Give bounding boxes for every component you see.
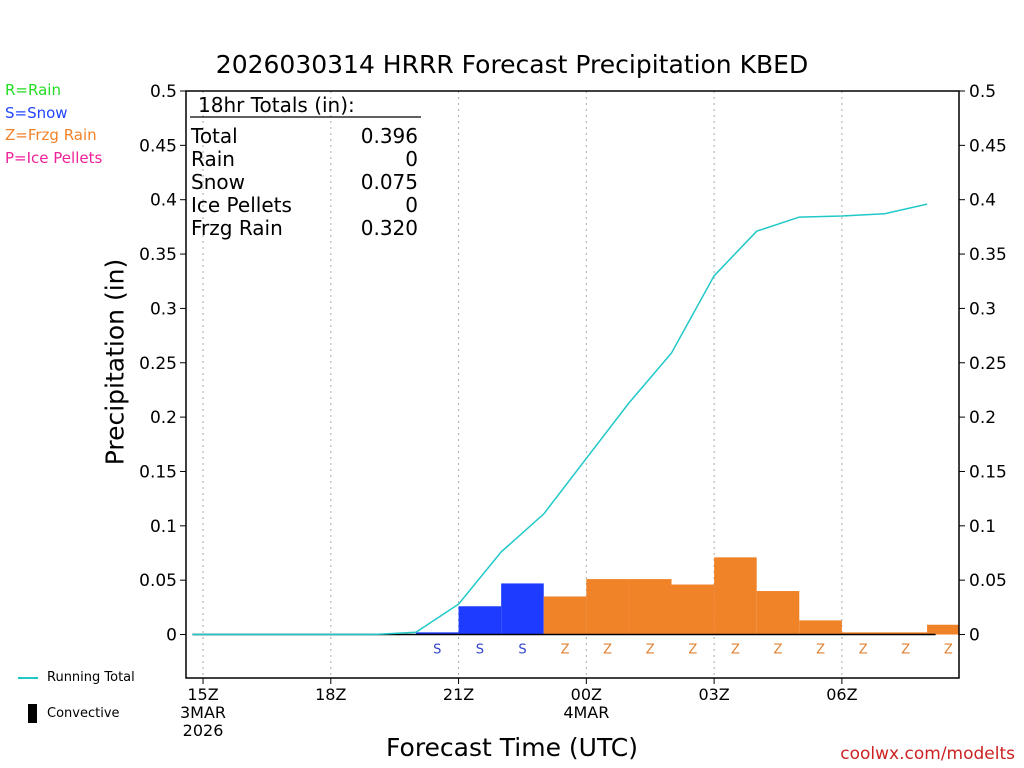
legend-freezing-rain: Z=Frzg Rain <box>5 126 97 144</box>
chart-title: 2026030314 HRRR Forecast Precipitation K… <box>215 50 809 79</box>
y-tick-label-right: 0.15 <box>969 462 1007 482</box>
precip-type-label: Z <box>816 643 825 658</box>
y-tick-label-right: 0 <box>969 626 980 646</box>
y-tick-label-right: 0.2 <box>969 408 996 428</box>
y-tick-label-right: 0.25 <box>969 354 1007 374</box>
y-tick-label-left: 0.5 <box>150 82 177 102</box>
y-tick-label-left: 0.4 <box>150 191 177 211</box>
y-tick-label-left: 0.25 <box>139 354 177 374</box>
totals-row-value: 0.320 <box>361 216 418 240</box>
y-tick-label-right: 0.1 <box>969 517 996 537</box>
precip-bar <box>415 632 459 635</box>
legend-snow: S=Snow <box>5 104 68 122</box>
y-tick-label-left: 0.3 <box>150 299 177 319</box>
precip-bar <box>543 596 587 635</box>
precip-bar <box>501 583 544 635</box>
precip-bar <box>799 620 842 635</box>
legend-rain: R=Rain <box>5 81 61 99</box>
x-tick-label: 21Z <box>443 685 474 704</box>
y-tick-label-right: 0.45 <box>969 136 1007 156</box>
convective-key-swatch <box>28 704 37 723</box>
x-tick-label: 3MAR <box>180 703 226 722</box>
legend-ice-pellets: P=Ice Pellets <box>5 149 103 167</box>
precip-bar <box>927 624 959 635</box>
precip-bar <box>714 557 757 635</box>
y-tick-label-right: 0.4 <box>969 191 996 211</box>
y-tick-label-left: 0.1 <box>150 517 177 537</box>
y-tick-label-right: 0.05 <box>969 571 1007 591</box>
x-tick-label: 00Z <box>571 685 602 704</box>
precip-type-label: Z <box>688 643 697 658</box>
precip-type-label: S <box>476 643 484 658</box>
y-tick-label-left: 0 <box>166 626 177 646</box>
totals-row-value: 0 <box>405 147 418 171</box>
totals-row-label: Rain <box>191 147 235 171</box>
totals-row-label: Snow <box>191 170 245 194</box>
totals-row-label: Ice Pellets <box>191 193 292 217</box>
precip-type-label: Z <box>731 643 740 658</box>
x-tick-label: 4MAR <box>563 703 609 722</box>
precip-bar <box>586 579 629 635</box>
y-tick-label-left: 0.2 <box>150 408 177 428</box>
precip-type-label: Z <box>901 643 910 658</box>
precip-type-label: S <box>433 643 441 658</box>
totals-row-label: Frzg Rain <box>191 216 283 240</box>
precip-type-label: Z <box>603 643 612 658</box>
precip-bar <box>458 606 502 635</box>
precip-type-label: Z <box>944 643 953 658</box>
precip-bar <box>841 632 885 635</box>
y-tick-label-right: 0.5 <box>969 82 996 102</box>
totals-row-value: 0.075 <box>361 170 418 194</box>
x-tick-label: 2026 <box>183 721 224 740</box>
running-total-key-line <box>18 677 38 679</box>
y-tick-label-left: 0.05 <box>139 571 177 591</box>
x-axis-label: Forecast Time (UTC) <box>386 733 638 762</box>
totals-row-value: 0.396 <box>361 124 418 148</box>
x-tick-label: 03Z <box>698 685 729 704</box>
precip-type-label: Z <box>774 643 783 658</box>
totals-title: 18hr Totals (in): <box>198 93 355 117</box>
running-total-key-label: Running Total <box>47 670 135 685</box>
precip-type-label: S <box>518 643 526 658</box>
precip-type-label: Z <box>859 643 868 658</box>
x-tick-label: 15Z <box>187 685 218 704</box>
running-total-line <box>192 203 928 636</box>
y-tick-label-left: 0.35 <box>139 245 177 265</box>
precip-bar <box>884 632 928 635</box>
convective-key-label: Convective <box>47 706 120 721</box>
plot-frame <box>185 90 960 679</box>
x-tick-label: 18Z <box>315 685 346 704</box>
precip-bar <box>628 579 672 635</box>
precip-type-label: Z <box>646 643 655 658</box>
y-tick-label-right: 0.35 <box>969 245 1007 265</box>
y-tick-label-right: 0.3 <box>969 299 996 319</box>
x-tick-label: 06Z <box>826 685 857 704</box>
y-tick-label-left: 0.15 <box>139 462 177 482</box>
y-tick-label-left: 0.45 <box>139 136 177 156</box>
watermark: coolwx.com/modelts <box>840 744 1015 764</box>
totals-row-value: 0 <box>405 193 418 217</box>
totals-row-label: Total <box>190 124 238 148</box>
precip-bar <box>756 591 800 635</box>
precip-bar <box>671 584 715 635</box>
precip-type-label: Z <box>561 643 570 658</box>
